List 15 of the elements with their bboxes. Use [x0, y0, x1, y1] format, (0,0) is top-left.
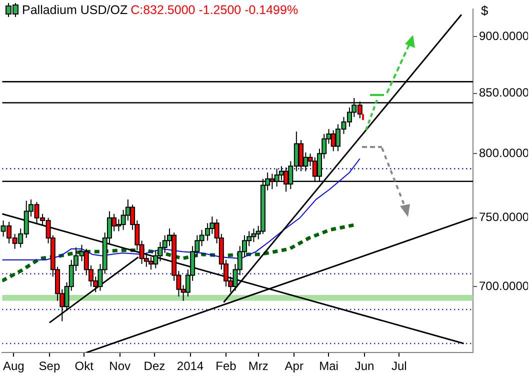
x-tick-label: Feb: [216, 359, 237, 374]
chart-subtitle: C:832.5000 -1.2500 -0.1499%: [130, 3, 298, 17]
x-tick-label: Mrz: [248, 359, 268, 374]
x-tick-label: Aug: [2, 359, 24, 374]
x-tick-label: Jul: [391, 359, 407, 374]
x-tick-label: Apr: [284, 359, 304, 374]
x-tick-label: Okt: [74, 359, 94, 374]
x-tick-label: Nov: [109, 359, 131, 374]
y-axis-title: $: [481, 3, 488, 18]
x-tick-label: 2014: [176, 359, 204, 374]
x-tick-label: Sep: [38, 359, 60, 374]
x-tick-label: Dez: [144, 359, 166, 374]
chart-title: Palladium USD/OZ: [22, 3, 128, 17]
x-tick-label: Jun: [354, 359, 374, 374]
x-tick-label: Mai: [319, 359, 338, 374]
